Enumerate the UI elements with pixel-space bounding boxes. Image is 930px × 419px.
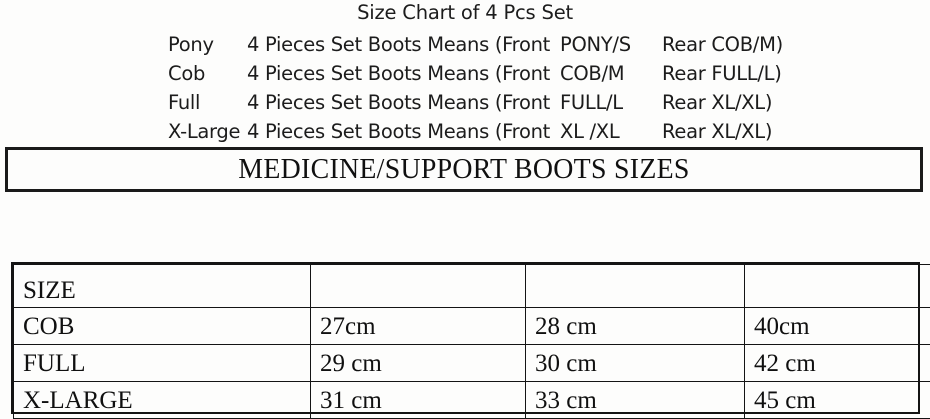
legend-front-size: XL /XL	[560, 120, 620, 143]
legend-row: Full 4 Pieces Set Boots Means (Front FULL/…	[168, 88, 868, 117]
cell-dim-3: 45 cm	[744, 381, 930, 419]
legend-row: Cob 4 Pieces Set Boots Means (Front COB/M R…	[168, 59, 868, 88]
legend-row: X-Large 4 Pieces Set Boots Means (Front XL…	[168, 117, 868, 146]
column-header-size: SIZE	[13, 264, 311, 308]
legend-row: Pony 4 Pieces Set Boots Means (Front PONY/…	[168, 30, 868, 59]
legend-rear-size: Rear XL/XL)	[662, 120, 773, 143]
legend-rows: Pony 4 Pieces Set Boots Means (Front PONY/…	[168, 30, 868, 146]
legend-size-label: X-Large	[168, 120, 241, 143]
legend-size-label: Cob	[168, 62, 206, 85]
legend-phrase: 4 Pieces Set Boots Means (Front	[247, 62, 551, 85]
legend-phrase: 4 Pieces Set Boots Means (Front	[247, 33, 551, 56]
cell-size: COB	[13, 307, 311, 345]
column-header-3	[525, 264, 745, 308]
legend-front-size: FULL/L	[560, 91, 623, 114]
legend-front-size: COB/M	[560, 62, 625, 85]
legend-phrase: 4 Pieces Set Boots Means (Front	[247, 91, 551, 114]
table-header-row: SIZE	[13, 264, 930, 308]
cell-dim-1: 31 cm	[310, 381, 526, 419]
table-row: X-LARGE 31 cm 33 cm 45 cm	[13, 381, 930, 419]
cell-dim-3: 42 cm	[744, 344, 930, 382]
cell-dim-1: 29 cm	[310, 344, 526, 382]
banner-title: MEDICINE/SUPPORT BOOTS SIZES	[238, 153, 690, 185]
cell-dim-2: 33 cm	[525, 381, 745, 419]
table-row: COB 27cm 28 cm 40cm	[13, 307, 930, 345]
column-header-4	[744, 264, 930, 308]
legend-rear-size: Rear COB/M)	[662, 33, 783, 56]
banner-box: MEDICINE/SUPPORT BOOTS SIZES	[5, 147, 923, 192]
cell-dim-1: 27cm	[310, 307, 526, 345]
size-table: SIZE COB 27cm 28 cm 40cm FULL 29 cm 30 c…	[13, 264, 930, 419]
cell-size: X-LARGE	[13, 381, 311, 419]
legend-size-label: Pony	[168, 33, 214, 56]
legend-front-size: PONY/S	[560, 33, 631, 56]
column-header-2	[310, 264, 526, 308]
legend-title: Size Chart of 4 Pcs Set	[357, 1, 573, 24]
legend-rear-size: Rear FULL/L)	[662, 62, 782, 85]
table-row: FULL 29 cm 30 cm 42 cm	[13, 344, 930, 382]
size-table-container: SIZE COB 27cm 28 cm 40cm FULL 29 cm 30 c…	[11, 262, 930, 419]
cell-dim-2: 30 cm	[525, 344, 745, 382]
cell-size: FULL	[13, 344, 311, 382]
legend-size-label: Full	[168, 91, 201, 114]
legend-rear-size: Rear XL/XL)	[662, 91, 773, 114]
cell-dim-2: 28 cm	[525, 307, 745, 345]
cell-dim-3: 40cm	[744, 307, 930, 345]
legend-phrase: 4 Pieces Set Boots Means (Front	[247, 120, 551, 143]
